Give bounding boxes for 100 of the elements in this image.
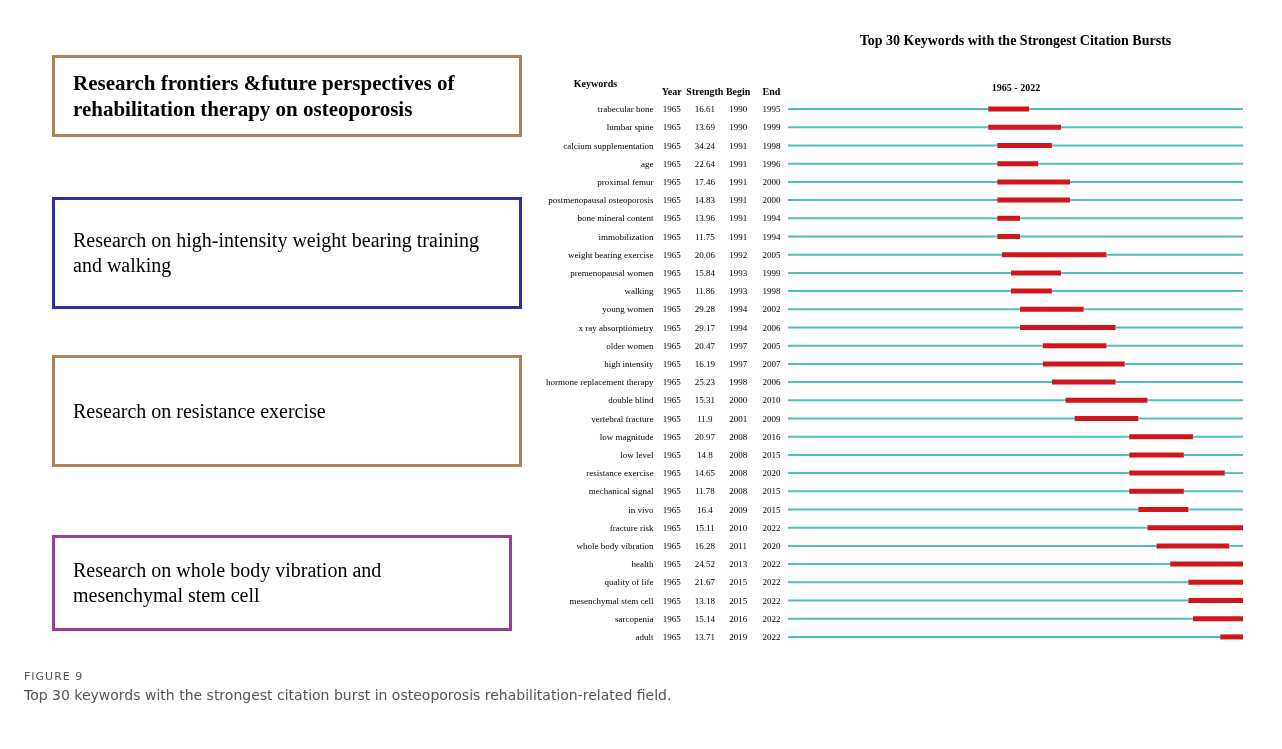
bar [1020, 235, 1243, 238]
bar [788, 162, 998, 165]
bar [988, 106, 1030, 112]
bar [788, 435, 1130, 438]
bar [1138, 507, 1189, 512]
data-label: 15.31 [694, 395, 715, 406]
bar [1229, 544, 1243, 547]
data-label: 16.19 [694, 358, 716, 369]
bar [1220, 634, 1243, 640]
data-label: 1998 [762, 286, 781, 297]
y-tick-label: high intensity [604, 358, 654, 369]
bar [1051, 379, 1116, 385]
y-tick-label: in vivo [628, 504, 654, 515]
data-label: 1991 [729, 176, 748, 187]
data-label: 2000 [729, 395, 748, 406]
data-label: 1965 [662, 595, 682, 606]
data-label: 11.86 [694, 286, 716, 297]
x-axis-title: 1965 - 2022 [991, 81, 1041, 93]
bar [1188, 508, 1243, 511]
data-label: 1965 [662, 559, 682, 570]
bar [788, 635, 1221, 638]
data-label: 1965 [662, 540, 682, 551]
bar [788, 126, 989, 129]
data-label: 11.9 [697, 413, 714, 424]
data-label: 2006 [762, 377, 781, 388]
bar [788, 199, 998, 202]
bar [1188, 579, 1243, 585]
data-label: 13.18 [694, 595, 716, 606]
data-label: 2015 [762, 486, 781, 497]
bar [997, 179, 1071, 185]
data-label: 1965 [662, 449, 682, 460]
y-tick-label: fracture risk [609, 522, 654, 533]
data-label: 2022 [762, 595, 781, 606]
bar [1183, 453, 1243, 456]
data-label: 13.69 [694, 122, 716, 133]
data-label: 1991 [729, 213, 748, 224]
data-label: 2008 [729, 486, 748, 497]
data-label: 1998 [729, 377, 748, 388]
y-tick-label: vertebral fracture [591, 413, 654, 424]
data-label: 1965 [662, 377, 682, 388]
bar [1074, 416, 1139, 421]
chart-title: Top 30 Keywords with the Strongest Citation Bursts [859, 33, 1172, 48]
data-label: 29.28 [694, 304, 716, 315]
data-label: 1994 [729, 304, 748, 315]
bar [1070, 199, 1243, 202]
data-label: 14.65 [694, 468, 716, 479]
bar [988, 124, 1061, 130]
data-label: 1998 [762, 140, 781, 151]
data-label: 2005 [762, 249, 781, 260]
bar [1224, 472, 1243, 475]
x-tick-label: End [762, 85, 781, 97]
data-label: 1965 [662, 522, 682, 533]
bar [788, 290, 1011, 293]
bar [1070, 180, 1243, 183]
data-label: 13.71 [694, 631, 715, 642]
data-label: 1965 [662, 158, 682, 169]
data-label: 1965 [662, 577, 682, 588]
x-tick-label: Year [661, 85, 683, 97]
bar [788, 417, 1075, 420]
bar [1170, 561, 1243, 567]
bar [1106, 253, 1243, 256]
bar [997, 197, 1071, 203]
bar [788, 526, 1148, 529]
bar [788, 599, 1189, 602]
bar [788, 144, 998, 147]
data-label: 2016 [729, 613, 748, 624]
data-label: 1990 [729, 122, 748, 133]
data-label: 1965 [662, 504, 682, 515]
data-label: 2010 [729, 522, 748, 533]
y-tick-label: adult [635, 631, 654, 642]
data-label: 21.67 [694, 577, 716, 588]
bar [788, 581, 1189, 584]
data-label: 29.17 [694, 322, 716, 333]
data-label: 1965 [662, 267, 682, 278]
data-label: 1992 [729, 249, 748, 260]
data-label: 16.4 [697, 504, 714, 515]
y-tick-label: young women [602, 304, 654, 315]
data-label: 34.24 [694, 140, 716, 151]
data-label: 1990 [729, 104, 748, 115]
bar [1129, 452, 1184, 458]
data-label: 1991 [729, 231, 748, 242]
bar [1020, 325, 1116, 330]
data-label: 1999 [762, 267, 781, 278]
data-label: 2020 [762, 540, 781, 551]
data-label: 1999 [762, 122, 781, 133]
bar [1115, 381, 1243, 384]
data-label: 2009 [729, 504, 748, 515]
bar [1192, 616, 1243, 622]
y-tick-label: hormone replacement therapy [546, 377, 654, 388]
data-label: 2013 [729, 559, 748, 570]
bar [788, 108, 989, 111]
bar [1001, 252, 1107, 258]
bar [1188, 598, 1243, 603]
data-label: 2015 [762, 449, 781, 460]
data-label: 20.06 [694, 249, 716, 260]
data-label: 1996 [762, 158, 781, 169]
bar [1192, 435, 1243, 438]
data-label: 22.64 [694, 158, 716, 169]
data-label: 15.84 [694, 267, 716, 278]
bar [997, 143, 1052, 148]
